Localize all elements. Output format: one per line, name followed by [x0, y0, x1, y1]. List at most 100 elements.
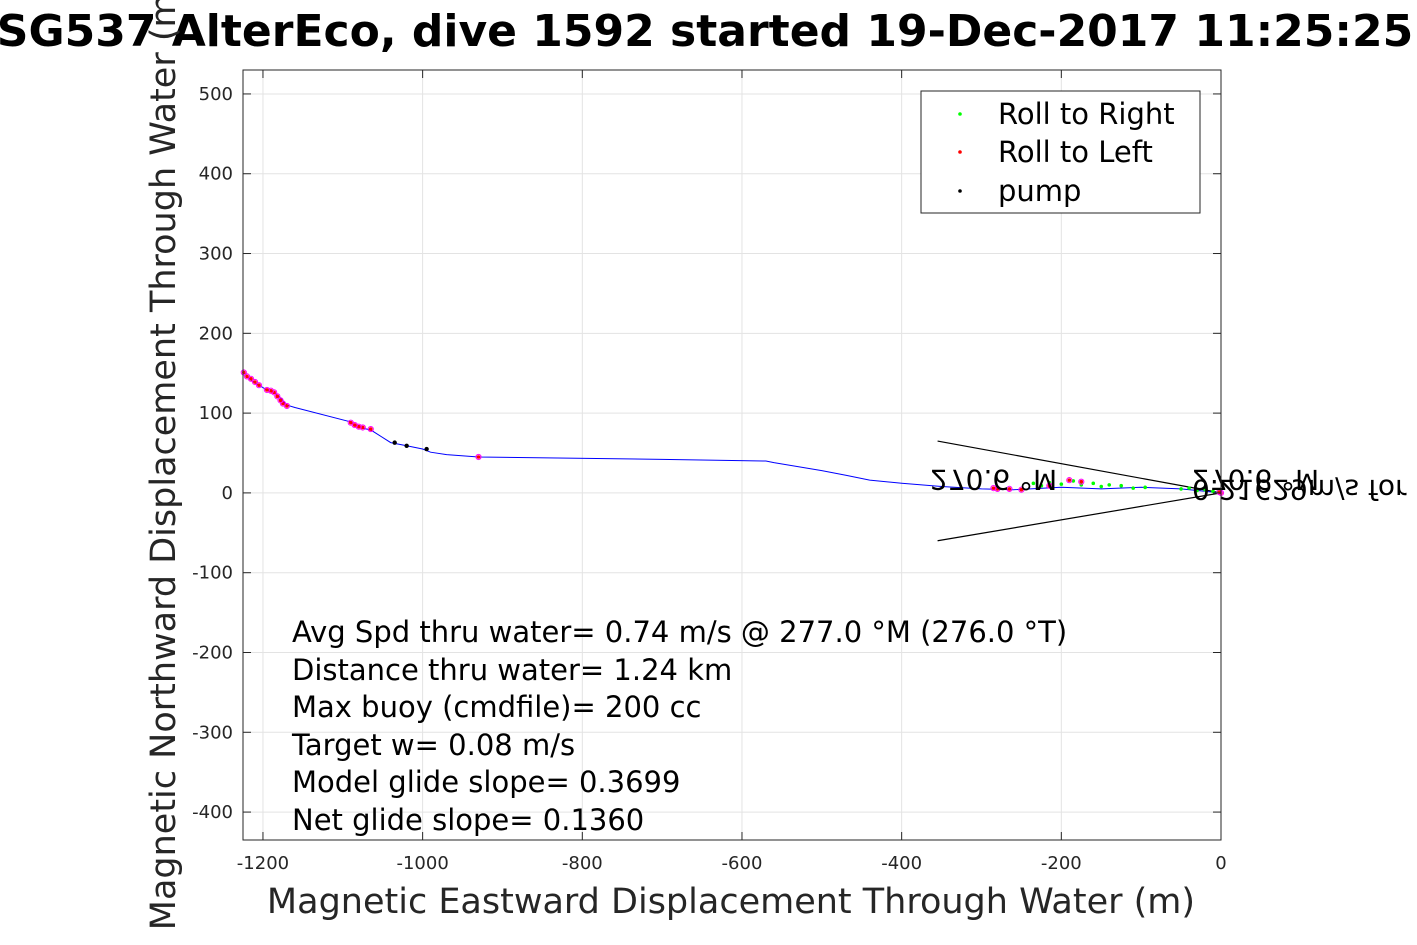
x-tick-label: -800 [562, 853, 603, 874]
legend: Roll to Right Roll to Left pump [920, 90, 1201, 214]
roll-right-point [1119, 483, 1124, 488]
roll-left-marker-ring [1046, 482, 1053, 489]
chart-title: SG537 AlterEco, dive 1592 started 19-Dec… [0, 6, 1413, 57]
y-tick-label: 500 [199, 84, 233, 105]
overlay-label-heading-2: 270.6 °M [930, 463, 1057, 496]
roll-right-point [1039, 483, 1044, 488]
roll-right-point [1131, 486, 1135, 490]
heading-wedge-line [937, 440, 1222, 494]
roll-left-point [275, 394, 280, 399]
roll-right-point [1143, 485, 1147, 490]
y-tick-label: -400 [192, 802, 233, 823]
heading-wedge [937, 440, 1222, 542]
roll-right-point [1203, 487, 1207, 492]
roll-right-point [1091, 481, 1096, 486]
overlay-label-heading-1: 270.6 °M [1192, 463, 1319, 496]
overlay-labels: 0.21629m/s for 0.46206hr =0.35978km 270.… [930, 463, 1417, 506]
roll-left-marker-ring [274, 393, 281, 400]
y-axis-label: Magnetic Northward Displacement Through … [144, 0, 184, 930]
y-tick-label: 200 [199, 323, 233, 344]
roll-right-point [1179, 487, 1183, 491]
roll-left-point [356, 424, 361, 429]
roll-left-marker-ring [1018, 486, 1025, 493]
roll-left-marker-ring [1216, 489, 1223, 496]
data-points [240, 369, 1225, 497]
x-tick-label: -1200 [237, 853, 289, 874]
stat-max-buoy: Max buoy (cmdfile)= 200 cc [292, 690, 701, 724]
roll-left-point [265, 388, 269, 392]
legend-marker-pump [958, 189, 962, 193]
roll-left-marker-ring [1006, 485, 1013, 493]
roll-right-point [1187, 486, 1191, 490]
x-tick-label: -600 [722, 853, 763, 874]
x-tick-label: -400 [881, 853, 922, 874]
stat-avg-speed: Avg Spd thru water= 0.74 m/s @ 277.0 °M … [292, 615, 1067, 649]
roll-left-marker-ring [347, 419, 354, 426]
pump-point [424, 446, 429, 452]
x-axis-label: Magnetic Eastward Displacement Through W… [267, 882, 1195, 922]
x-tick-label: -200 [1041, 853, 1082, 874]
roll-left-marker-ring [475, 453, 482, 461]
roll-left-marker-ring [263, 386, 271, 394]
roll-left-point [1047, 483, 1052, 488]
x-tick-label: -1000 [396, 853, 448, 874]
roll-left-marker-ring [1078, 478, 1085, 485]
stat-model-glide: Model glide slope= 0.3699 [292, 765, 680, 799]
roll-left-point [368, 427, 373, 431]
roll-left-point [253, 380, 257, 384]
stat-target-w: Target w= 0.08 m/s [291, 728, 575, 762]
roll-left-point [1007, 487, 1012, 491]
pump-point [392, 440, 397, 445]
y-tick-label: 400 [199, 164, 233, 185]
roll-left-point [245, 374, 249, 379]
roll-left-marker-ring [367, 425, 374, 433]
roll-left-point [348, 420, 353, 425]
legend-label-roll-right: Roll to Right [998, 97, 1175, 131]
roll-left-point [991, 486, 996, 490]
legend-label-pump: pump [998, 174, 1081, 208]
roll-left-marker-ring [240, 369, 247, 376]
stat-net-glide: Net glide slope= 0.1360 [292, 803, 644, 837]
heading-wedge-line [937, 492, 1222, 542]
y-tick-label: 300 [199, 244, 233, 265]
roll-left-marker-ring [277, 397, 284, 404]
legend-box [920, 90, 1201, 214]
stats-block: Avg Spd thru water= 0.74 m/s @ 277.0 °M … [291, 615, 1067, 837]
roll-left-point [1079, 479, 1084, 484]
roll-left-point [352, 423, 357, 427]
legend-marker-roll-left [958, 150, 962, 154]
overlay-label-speed: 0.21629m/s for 0.46206hr =0.35978km [1192, 473, 1417, 506]
axes-frame [242, 69, 1222, 841]
y-tick-label: 100 [199, 403, 233, 424]
y-tick-label: -300 [192, 722, 233, 743]
roll-left-marker-ring [251, 378, 259, 386]
roll-right-point [1195, 488, 1199, 493]
roll-left-point [257, 383, 261, 387]
roll-right-point [1211, 489, 1215, 494]
roll-left-marker-ring [243, 373, 251, 380]
roll-right-point [1107, 483, 1112, 487]
roll-right-point [1031, 481, 1036, 486]
legend-marker-roll-right [958, 112, 962, 116]
roll-right-point [1059, 482, 1064, 486]
stat-distance: Distance thru water= 1.24 km [292, 653, 732, 687]
roll-left-marker-ring [255, 382, 263, 389]
roll-left-point [1067, 478, 1072, 482]
y-tick-label: -200 [192, 642, 233, 663]
roll-left-point [278, 398, 283, 403]
roll-left-marker-ring [355, 423, 362, 430]
x-tick-label: 0 [1215, 853, 1226, 874]
grid [243, 70, 1222, 840]
roll-right-point [1099, 484, 1104, 489]
roll-left-point [1019, 487, 1024, 492]
pump-point [404, 443, 409, 449]
y-tick-label: 0 [222, 483, 233, 504]
roll-left-marker-ring [990, 485, 997, 492]
roll-left-point [476, 455, 481, 459]
legend-label-roll-left: Roll to Left [998, 135, 1153, 169]
y-tick-label: -100 [192, 563, 233, 584]
axis-ticks: -1200 -1000 -800 -600 -400 -200 0-400-300-200-… [192, 70, 1227, 874]
roll-left-marker-ring [1066, 477, 1073, 484]
roll-left-point [285, 404, 289, 408]
